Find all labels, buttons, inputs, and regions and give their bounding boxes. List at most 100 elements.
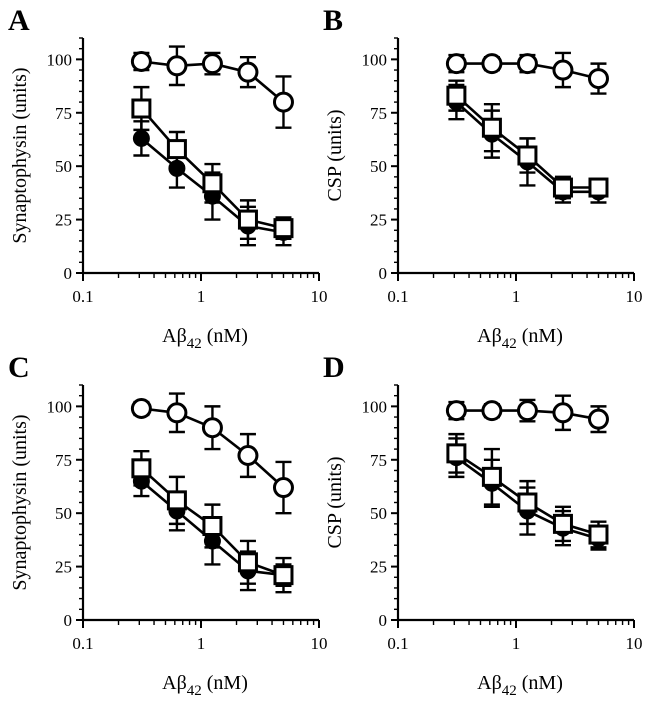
data-point-open-circle (445, 400, 467, 422)
data-point-open-circle (237, 61, 259, 83)
y-axis-title: Synaptophysin (units) (9, 414, 31, 590)
x-tick-label: 0.1 (387, 287, 408, 306)
x-axis-title: Aβ42 (nM) (162, 672, 248, 699)
data-point-open-circle (481, 400, 503, 422)
data-point-open-circle (130, 398, 152, 419)
data-point-open-circle (130, 51, 152, 72)
data-point-open-square (166, 139, 187, 160)
data-point-open-square (273, 565, 294, 586)
data-point-open-square (517, 145, 538, 166)
y-tick-label: 0 (379, 264, 388, 283)
y-tick-label: 25 (55, 558, 72, 577)
x-tick-label: 10 (311, 287, 328, 306)
data-point-open-square (552, 177, 573, 198)
x-tick-label: 10 (311, 634, 328, 653)
panel-letter: C (8, 351, 30, 384)
data-point-open-square (446, 443, 467, 464)
y-tick-label: 100 (362, 50, 388, 69)
data-point-open-circle (166, 55, 188, 77)
data-point-open-square (446, 85, 467, 106)
x-axis-title: Aβ42 (nM) (477, 325, 563, 352)
data-point-open-circle (516, 53, 538, 75)
x-axis-title-main: Aβ (477, 672, 502, 694)
y-tick-label: 50 (55, 504, 72, 523)
x-tick-label: 1 (197, 634, 206, 653)
y-tick-label: 25 (370, 211, 387, 230)
y-tick-label: 0 (379, 611, 388, 630)
data-point-open-square (237, 552, 258, 573)
series-open-square (131, 85, 294, 241)
x-tick-label: 0.1 (72, 634, 93, 653)
data-point-open-square (131, 458, 152, 479)
data-point-open-square (552, 513, 573, 534)
x-tick-label: 0.1 (387, 634, 408, 653)
data-point-open-square (481, 117, 502, 138)
data-point-open-square (166, 490, 187, 511)
y-tick-label: 50 (370, 157, 387, 176)
data-point-open-square (588, 524, 609, 545)
data-point-open-square (202, 516, 223, 536)
y-tick-label: 50 (55, 157, 72, 176)
x-tick-label: 1 (197, 287, 206, 306)
y-axis-title: Synaptophysin (units) (9, 67, 31, 243)
y-tick-label: 0 (64, 611, 73, 630)
data-point-open-square (202, 173, 223, 194)
y-tick-label: 50 (370, 504, 387, 523)
data-point-open-circle (445, 53, 467, 75)
x-axis-title-subscript: 42 (502, 683, 517, 699)
panel-d: D 0 25 50 75 100 0.1 1 10 CSP (units) Aβ42 (nM) (323, 351, 643, 699)
series-open-square (446, 432, 609, 549)
x-axis-title-subscript: 42 (187, 683, 202, 699)
x-axis-title-unit: (nM) (517, 325, 563, 347)
data-point-open-circle (201, 53, 223, 75)
data-point-open-circle (552, 402, 574, 424)
y-tick-label: 100 (362, 397, 388, 416)
x-tick-label: 10 (626, 634, 643, 653)
x-axis-title-main: Aβ (477, 325, 502, 347)
panel-letter: A (8, 4, 30, 37)
x-tick-label: 10 (626, 287, 643, 306)
panel-c: C 0 25 50 75 100 0.1 1 10 Synaptophysin (units) Aβ… (8, 351, 328, 699)
y-tick-label: 75 (55, 451, 72, 470)
x-axis-title: Aβ42 (nM) (162, 325, 248, 352)
data-point-open-circle (481, 53, 503, 75)
y-tick-label: 75 (370, 451, 387, 470)
panel-b: B 0 25 50 75 100 0.1 1 10 CSP (units) Aβ42 (nM) (323, 4, 643, 352)
y-tick-label: 25 (55, 211, 72, 230)
data-point-open-circle (237, 445, 259, 466)
data-point-open-circle (166, 402, 188, 424)
y-axis-title: CSP (units) (324, 109, 346, 201)
series-open-square (131, 450, 294, 588)
x-axis-title-unit: (nM) (517, 672, 563, 694)
x-axis-title: Aβ42 (nM) (477, 672, 563, 699)
x-axis-title-main: Aβ (162, 325, 187, 347)
x-axis-title-unit: (nM) (202, 325, 248, 347)
x-axis-title-subscript: 42 (502, 336, 517, 352)
data-point-open-square (237, 209, 258, 230)
x-tick-label: 1 (512, 634, 521, 653)
panel-a: A 0 25 50 75 100 0.1 1 10 Synaptophysin (units) Aβ… (8, 4, 328, 352)
data-point-filled-circle (132, 129, 150, 147)
x-tick-label: 0.1 (72, 287, 93, 306)
y-tick-label: 75 (55, 104, 72, 123)
series-open-circle (445, 394, 609, 434)
y-axis-title: CSP (units) (324, 456, 346, 548)
series-open-circle (445, 51, 609, 95)
data-point-open-circle (272, 477, 294, 499)
data-point-open-square (588, 177, 609, 198)
data-point-open-square (481, 466, 502, 487)
panel-letter: B (323, 4, 343, 37)
data-point-open-circle (201, 417, 223, 439)
data-point-open-square (517, 492, 538, 513)
y-tick-label: 25 (370, 558, 387, 577)
data-point-open-square (273, 218, 294, 239)
y-tick-label: 75 (370, 104, 387, 123)
data-point-open-circle (552, 59, 574, 81)
x-tick-label: 1 (512, 287, 521, 306)
series-open-square (446, 79, 609, 200)
series-open-circle (130, 45, 294, 129)
y-tick-label: 100 (47, 50, 73, 69)
x-axis-title-unit: (nM) (202, 672, 248, 694)
data-point-open-circle (272, 91, 294, 113)
